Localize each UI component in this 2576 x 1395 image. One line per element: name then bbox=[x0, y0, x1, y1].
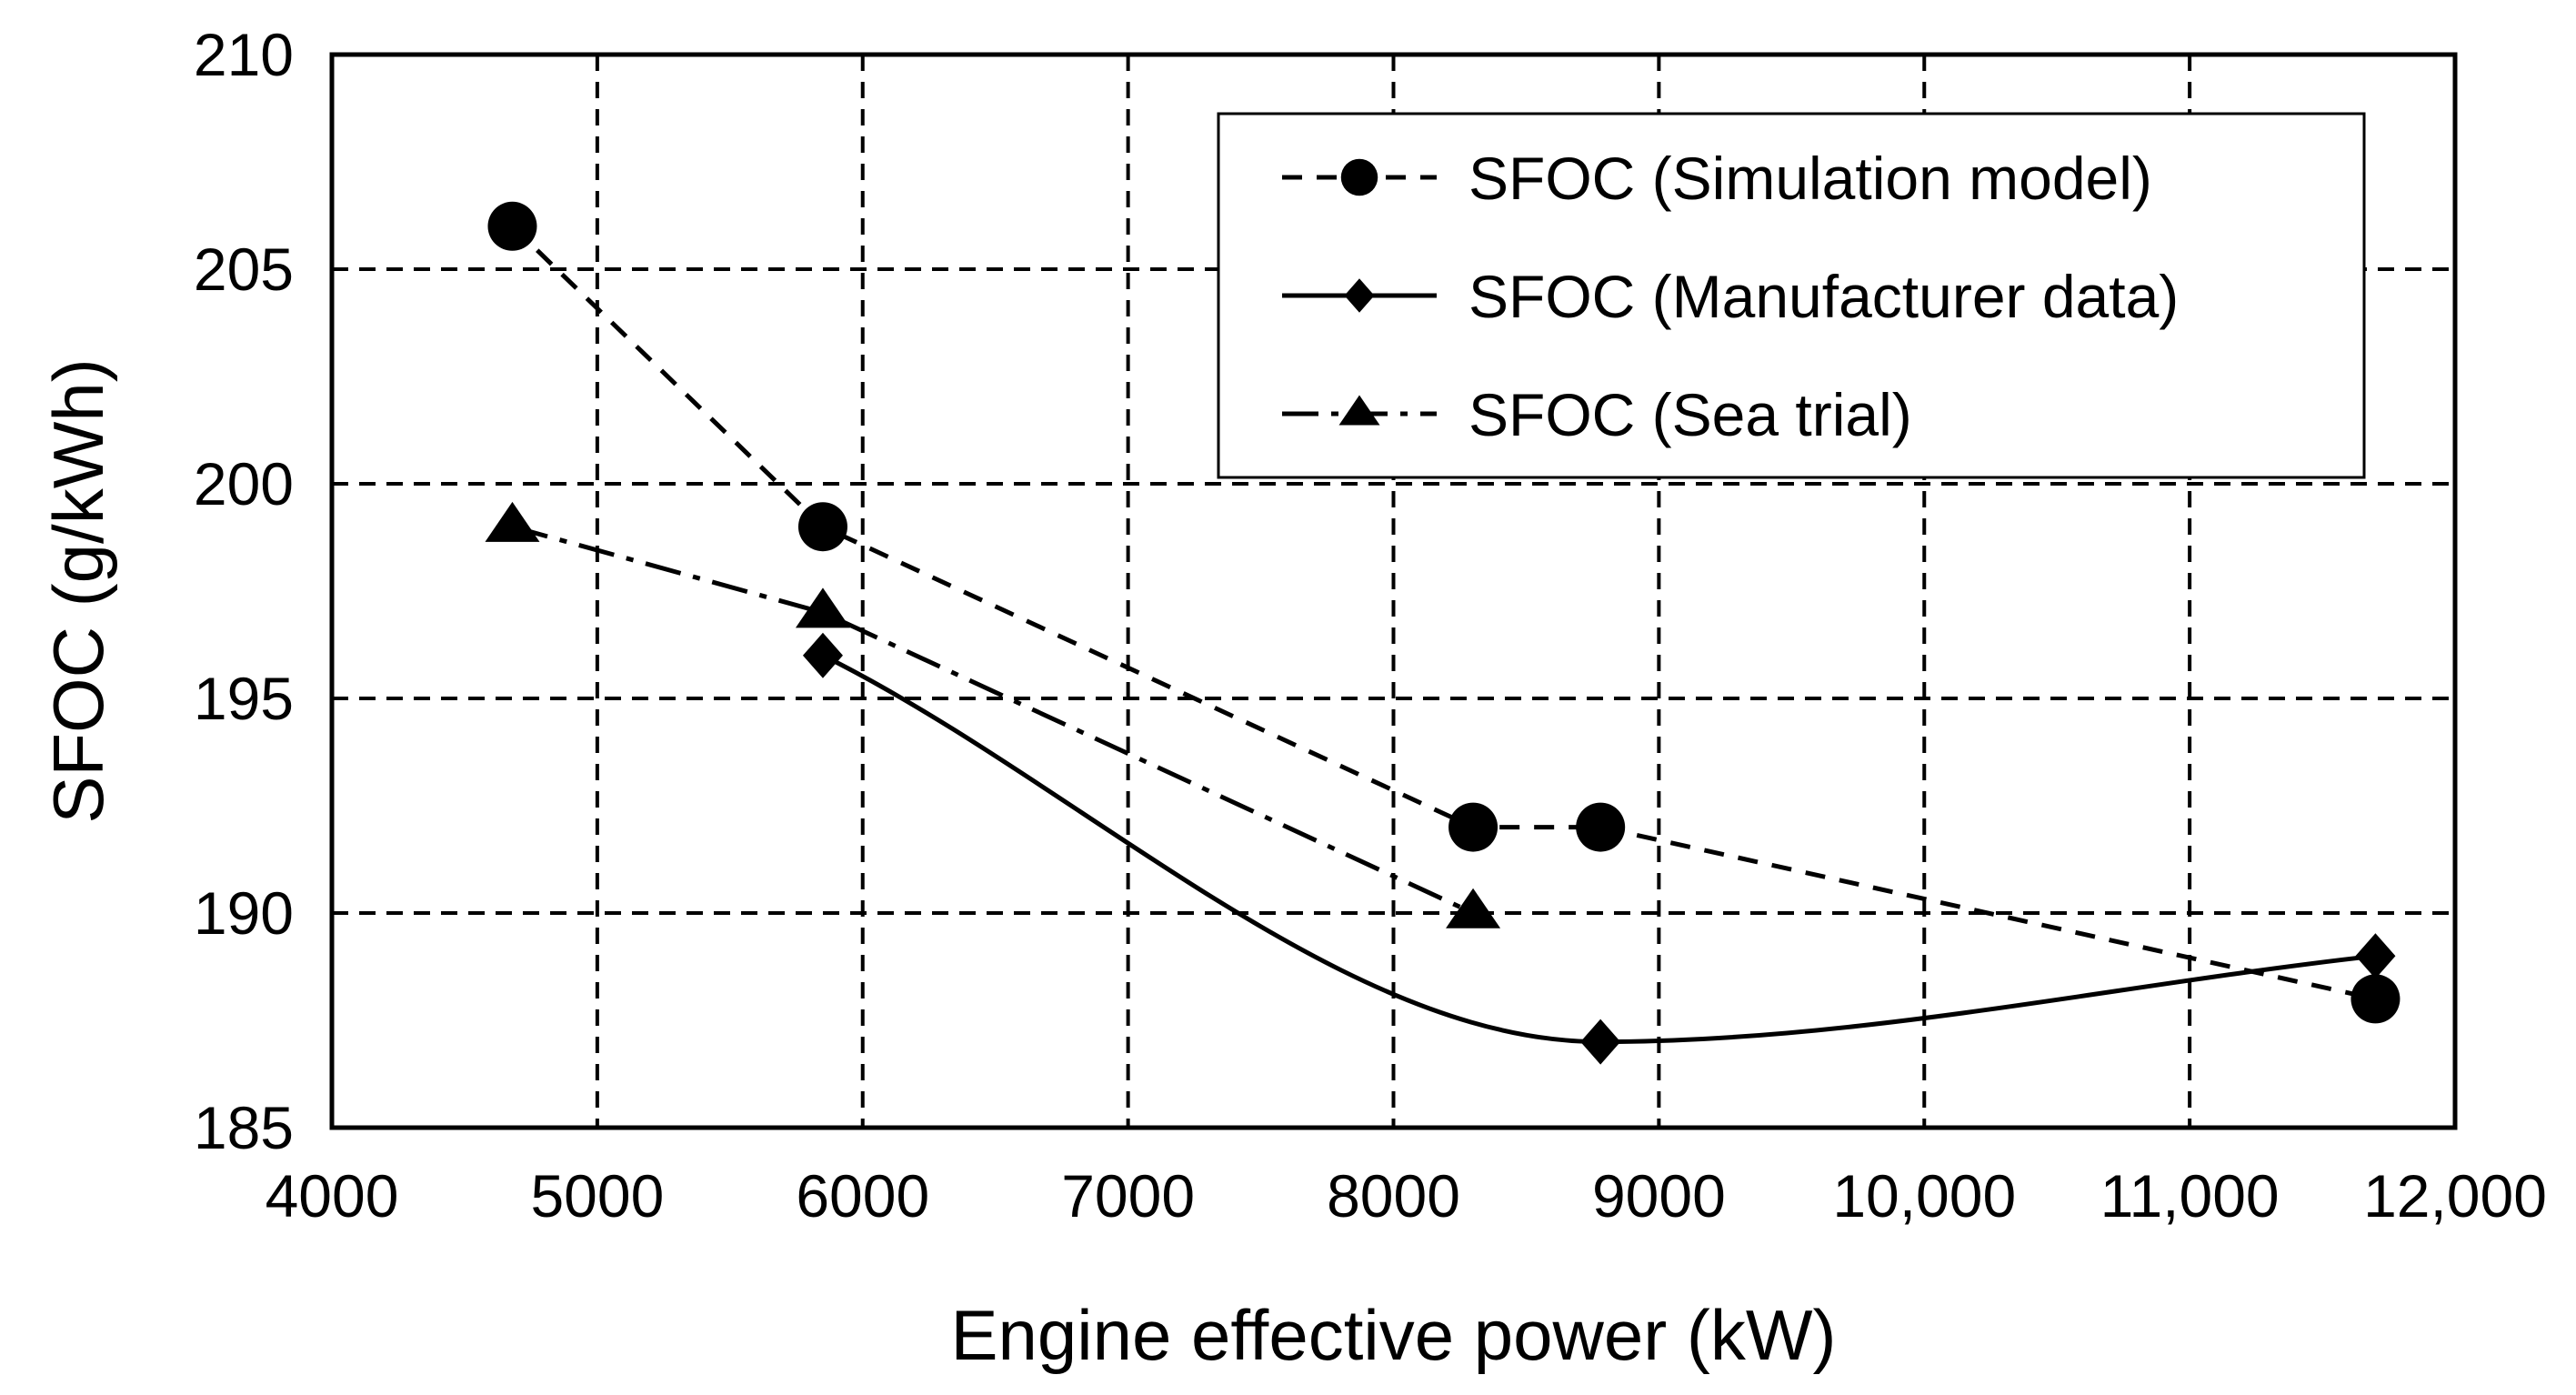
x-tick-label: 6000 bbox=[796, 1162, 929, 1229]
series-layer bbox=[485, 201, 2401, 1065]
legend-entry: SFOC (Manufacturer data) bbox=[1282, 263, 2179, 330]
data-point-circle bbox=[487, 201, 537, 251]
tick-labels: 4000 5000 6000 7000 8000 9000 10,000 11,000 12,0… bbox=[194, 21, 2547, 1229]
legend-label: SFOC (Sea trial) bbox=[1468, 381, 1912, 448]
y-tick-label: 190 bbox=[194, 879, 294, 947]
data-point-circle bbox=[797, 502, 847, 552]
data-point-triangle bbox=[795, 587, 850, 628]
x-tick-label: 5000 bbox=[530, 1162, 664, 1229]
x-axis-title: Engine effective power (kW) bbox=[951, 1295, 1837, 1375]
data-point-diamond bbox=[802, 632, 843, 678]
legend-marker-triangle bbox=[1338, 395, 1380, 426]
data-point-diamond bbox=[2355, 933, 2396, 979]
y-tick-label: 185 bbox=[194, 1094, 294, 1161]
x-tick-label: 4000 bbox=[266, 1162, 399, 1229]
legend-marker-circle bbox=[1340, 158, 1378, 196]
data-point-circle bbox=[2350, 974, 2401, 1024]
y-axis-title: SFOC (g/kWh) bbox=[38, 358, 118, 823]
legend-label: SFOC (Simulation model) bbox=[1468, 145, 2152, 212]
legend-label: SFOC (Manufacturer data) bbox=[1468, 263, 2179, 330]
data-point-triangle bbox=[485, 501, 540, 542]
data-point-triangle bbox=[1446, 888, 1501, 928]
series-triangle bbox=[485, 501, 1501, 928]
legend-entry: SFOC (Sea trial) bbox=[1282, 381, 1912, 448]
y-tick-label: 210 bbox=[194, 21, 294, 88]
x-tick-label: 10,000 bbox=[1832, 1162, 2016, 1229]
x-tick-label: 12,000 bbox=[2363, 1162, 2547, 1229]
y-tick-label: 200 bbox=[194, 450, 294, 517]
data-point-diamond bbox=[1580, 1019, 1621, 1065]
legend-entry: SFOC (Simulation model) bbox=[1282, 145, 2152, 212]
y-tick-label: 195 bbox=[194, 665, 294, 732]
legend: SFOC (Simulation model) SFOC (Manufacture… bbox=[1217, 112, 2366, 479]
plot-area-frame bbox=[329, 52, 2458, 1130]
data-point-circle bbox=[1576, 802, 1626, 852]
data-point-circle bbox=[1448, 802, 1498, 852]
x-tick-label: 11,000 bbox=[2100, 1162, 2280, 1229]
series-line bbox=[511, 524, 1475, 916]
x-tick-label: 9000 bbox=[1592, 1162, 1726, 1229]
x-tick-label: 7000 bbox=[1061, 1162, 1195, 1229]
x-tick-label: 8000 bbox=[1327, 1162, 1460, 1229]
y-tick-label: 205 bbox=[194, 236, 294, 303]
legend-box bbox=[1217, 112, 2366, 479]
series-circle bbox=[487, 201, 2401, 1024]
legend-marker-diamond bbox=[1344, 278, 1375, 313]
series-diamond bbox=[802, 632, 2396, 1065]
